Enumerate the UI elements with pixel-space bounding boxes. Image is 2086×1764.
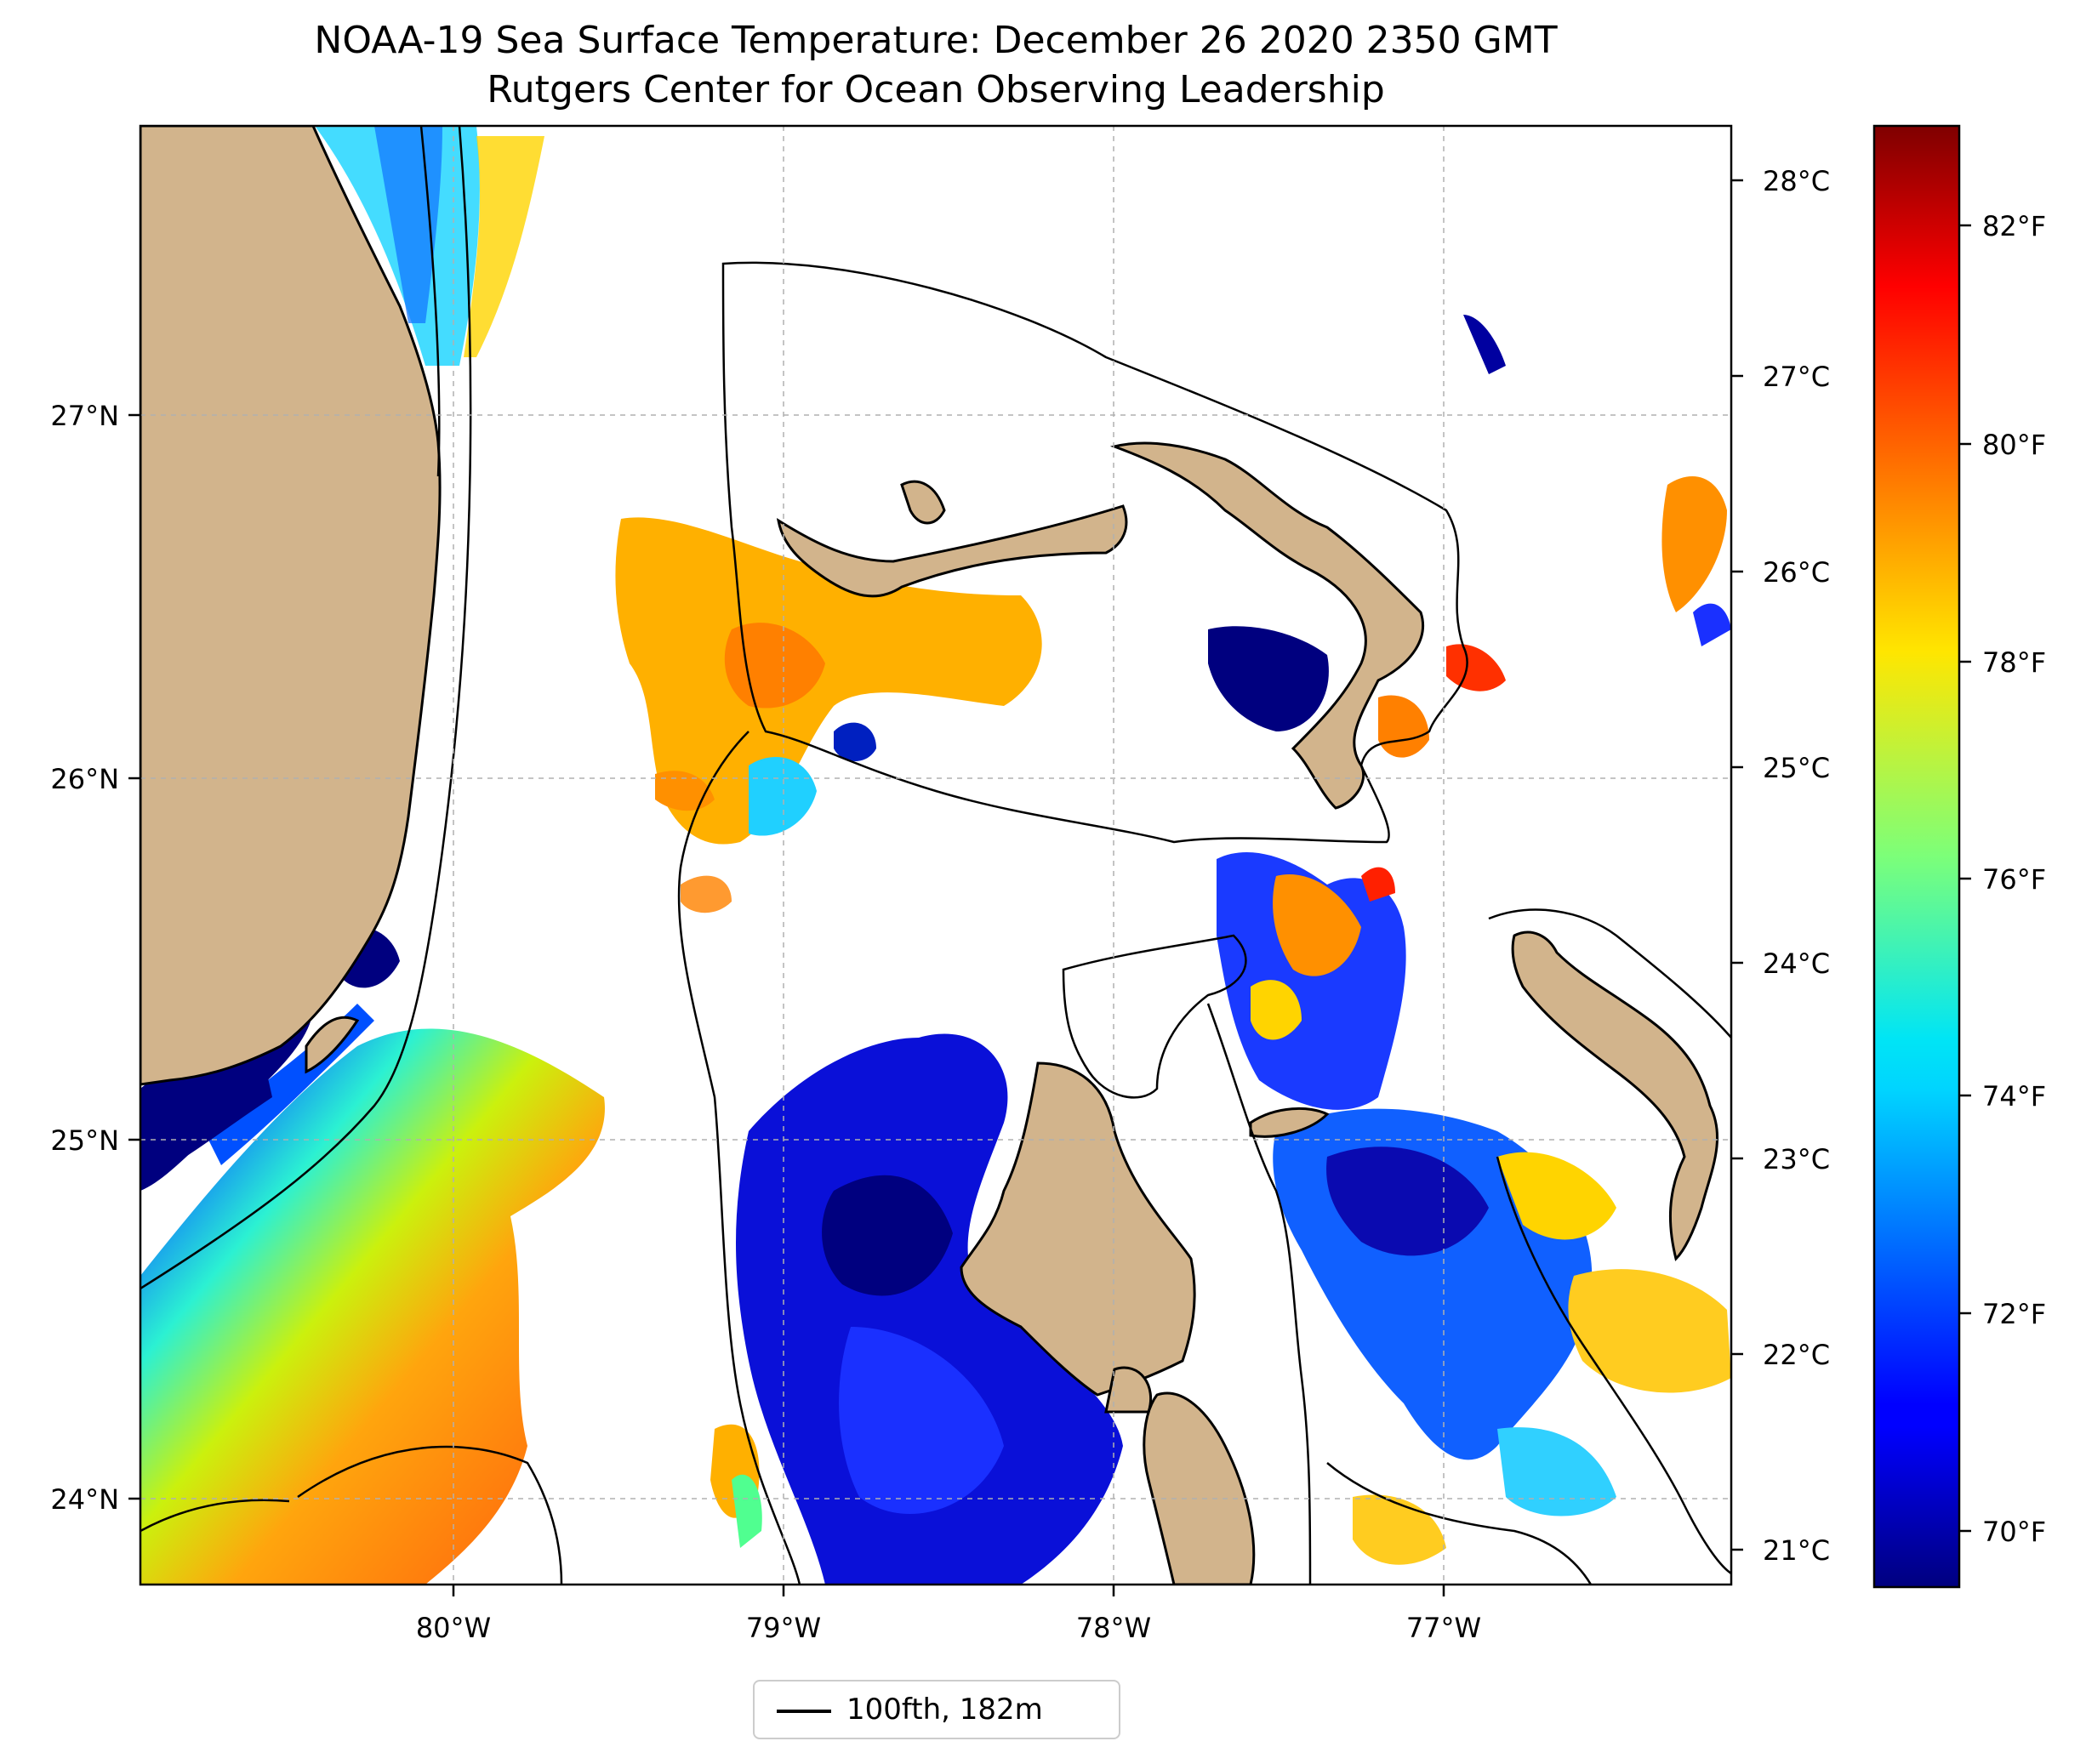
- celsius-label-25: 25°C: [1763, 752, 1830, 784]
- colorbar: [1872, 124, 1961, 1589]
- map-content: [140, 126, 1731, 1585]
- lat-label-26n: 26°N: [50, 763, 119, 795]
- land: [140, 126, 1719, 1585]
- lon-label-77w: 77°W: [1406, 1612, 1481, 1644]
- celsius-label-27: 27°C: [1763, 361, 1830, 393]
- fahrenheit-label-74: 74°F: [1982, 1080, 2046, 1112]
- lon-label-79w: 79°W: [746, 1612, 821, 1644]
- celsius-label-24: 24°C: [1763, 947, 1830, 980]
- latitude-ticks: [128, 413, 140, 1500]
- lat-label-24n: 24°N: [50, 1483, 119, 1516]
- celsius-label-23: 23°C: [1763, 1143, 1830, 1175]
- celsius-label-28: 28°C: [1763, 165, 1830, 197]
- longitude-ticks: [452, 1585, 1445, 1596]
- lon-label-78w: 78°W: [1076, 1612, 1151, 1644]
- celsius-label-21: 21°C: [1763, 1534, 1830, 1567]
- legend-line-swatch: [777, 1710, 831, 1713]
- celsius-label-22: 22°C: [1763, 1339, 1830, 1371]
- fahrenheit-label-70: 70°F: [1982, 1516, 2046, 1548]
- isobath-100fth: [140, 126, 1731, 1585]
- fahrenheit-label-78: 78°F: [1982, 646, 2046, 679]
- celsius-label-26: 26°C: [1763, 556, 1830, 589]
- fahrenheit-label-72: 72°F: [1982, 1298, 2046, 1330]
- fahrenheit-ticks: [1959, 224, 1971, 1533]
- map-frame: [139, 124, 1733, 1586]
- legend-label: 100fth, 182m: [846, 1693, 1043, 1727]
- lat-label-25n: 25°N: [50, 1124, 119, 1157]
- chart-subtitle: Rutgers Center for Ocean Observing Leade…: [487, 68, 1385, 111]
- fahrenheit-label-76: 76°F: [1982, 863, 2046, 896]
- legend: 100fth, 182m: [753, 1680, 1120, 1739]
- celsius-ticks: [1731, 179, 1743, 1551]
- lon-label-80w: 80°W: [416, 1612, 491, 1644]
- fahrenheit-label-80: 80°F: [1982, 429, 2046, 461]
- chart-title: NOAA-19 Sea Surface Temperature: Decembe…: [314, 19, 1558, 62]
- fahrenheit-label-82: 82°F: [1982, 210, 2046, 242]
- lat-label-27n: 27°N: [50, 400, 119, 432]
- gridlines: [140, 126, 1731, 1585]
